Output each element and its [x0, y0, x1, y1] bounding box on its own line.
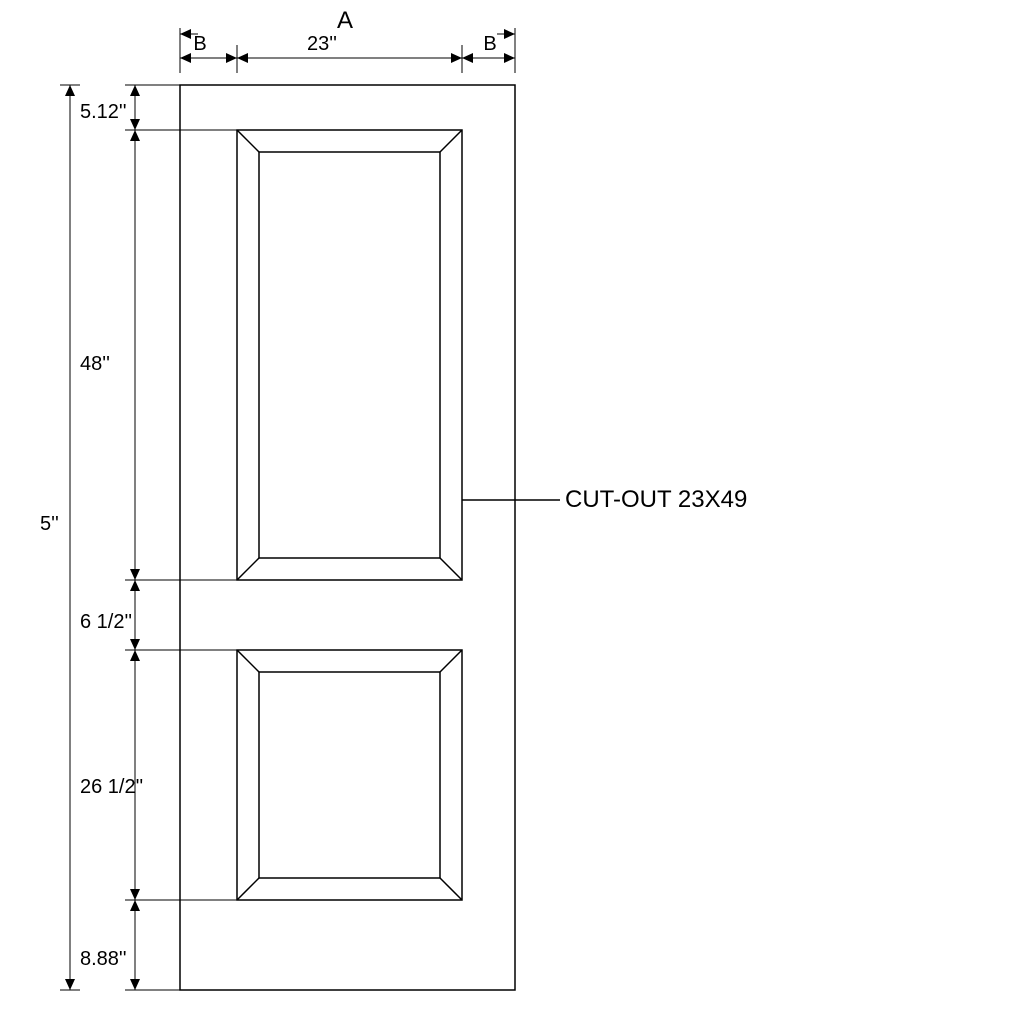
- cutout-label: CUT-OUT 23X49: [565, 486, 747, 513]
- dim-6-5: 6 1/2'': [80, 611, 132, 633]
- dim-8-88: 8.88'': [80, 948, 127, 970]
- dim-48: 48'': [80, 353, 110, 375]
- dim-label-B-left: B: [193, 33, 206, 55]
- dim-label-B-right: B: [483, 33, 496, 55]
- dim-5-12: 5.12'': [80, 101, 127, 123]
- dim-label-A: A: [337, 7, 353, 34]
- dim-label-23: 23'': [307, 33, 337, 55]
- dim-26-5: 26 1/2'': [80, 776, 143, 798]
- dim-overall-height: 5'': [40, 513, 59, 535]
